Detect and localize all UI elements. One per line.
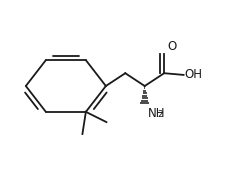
Text: O: O [166,40,175,53]
Text: 2: 2 [157,110,162,119]
Text: NH: NH [147,107,164,120]
Text: OH: OH [184,68,202,81]
